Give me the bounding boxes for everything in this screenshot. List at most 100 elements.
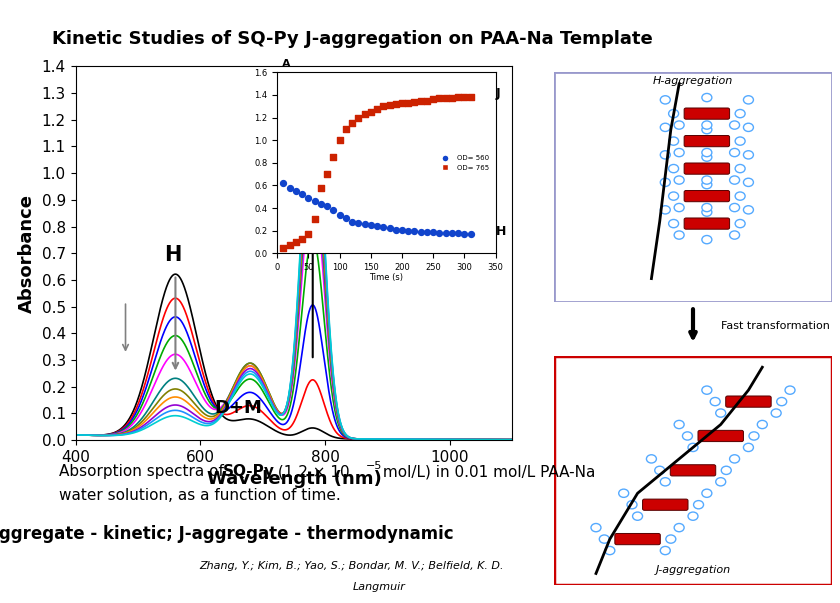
Point xyxy=(370,104,384,113)
FancyBboxPatch shape xyxy=(684,191,730,202)
Text: Langmuir: Langmuir xyxy=(353,582,406,592)
Circle shape xyxy=(722,466,732,475)
FancyBboxPatch shape xyxy=(643,499,688,510)
Circle shape xyxy=(743,178,753,186)
Point xyxy=(333,135,346,145)
Circle shape xyxy=(666,535,676,543)
Circle shape xyxy=(647,455,656,463)
Circle shape xyxy=(730,203,739,212)
Point xyxy=(296,189,309,199)
Point xyxy=(376,223,390,232)
FancyBboxPatch shape xyxy=(726,396,771,407)
Circle shape xyxy=(716,478,726,486)
Point xyxy=(402,226,415,236)
Circle shape xyxy=(660,178,670,186)
Circle shape xyxy=(702,236,711,244)
Point xyxy=(339,213,353,223)
Point xyxy=(364,107,377,117)
Point xyxy=(345,217,359,227)
Circle shape xyxy=(743,151,753,159)
Text: SQ-Py: SQ-Py xyxy=(223,464,275,479)
Point xyxy=(407,97,421,107)
Point xyxy=(339,124,353,134)
Circle shape xyxy=(716,409,726,417)
Circle shape xyxy=(599,535,609,543)
Bar xyxy=(554,72,832,302)
Circle shape xyxy=(605,546,615,555)
Point xyxy=(396,225,409,235)
Point xyxy=(402,98,415,108)
Circle shape xyxy=(669,165,679,172)
Point xyxy=(389,99,402,109)
Point xyxy=(433,93,446,103)
Point xyxy=(414,96,428,106)
Point xyxy=(308,197,322,206)
Point xyxy=(352,113,365,122)
Circle shape xyxy=(730,121,739,129)
Circle shape xyxy=(743,96,753,104)
Circle shape xyxy=(660,96,670,104)
Circle shape xyxy=(743,443,753,452)
Circle shape xyxy=(660,123,670,131)
Point xyxy=(283,183,297,192)
FancyBboxPatch shape xyxy=(684,218,730,229)
Text: −5: −5 xyxy=(365,461,381,472)
Circle shape xyxy=(675,121,684,129)
Circle shape xyxy=(771,409,781,417)
FancyBboxPatch shape xyxy=(670,465,716,476)
Circle shape xyxy=(735,137,745,145)
FancyBboxPatch shape xyxy=(684,136,730,147)
Point xyxy=(308,215,322,224)
Point xyxy=(370,221,384,231)
Circle shape xyxy=(702,386,711,394)
Text: Zhang, Y.; Kim, B.; Yao, S.; Bondar, M. V.; Belfield, K. D.: Zhang, Y.; Kim, B.; Yao, S.; Bondar, M. … xyxy=(199,561,507,571)
Text: D+M: D+M xyxy=(214,399,262,417)
Point xyxy=(439,93,453,103)
Circle shape xyxy=(702,208,711,216)
Circle shape xyxy=(669,219,679,228)
Point xyxy=(445,93,459,103)
Circle shape xyxy=(702,176,711,184)
Point xyxy=(302,193,315,203)
Point xyxy=(439,228,453,238)
FancyBboxPatch shape xyxy=(684,163,730,174)
Point xyxy=(320,169,333,179)
Circle shape xyxy=(591,523,601,532)
Point xyxy=(420,227,433,236)
Point xyxy=(383,100,396,110)
Point xyxy=(407,226,421,236)
Circle shape xyxy=(749,432,759,440)
Circle shape xyxy=(619,489,628,497)
Circle shape xyxy=(675,231,684,239)
Y-axis label: Absorbance: Absorbance xyxy=(18,194,36,313)
Text: Absorption spectra of: Absorption spectra of xyxy=(59,464,228,479)
Point xyxy=(458,229,471,239)
Circle shape xyxy=(675,203,684,212)
Circle shape xyxy=(688,512,698,520)
Circle shape xyxy=(675,148,684,157)
Point xyxy=(445,228,459,238)
Circle shape xyxy=(654,466,664,475)
Circle shape xyxy=(660,546,670,555)
X-axis label: Wavelength (nm): Wavelength (nm) xyxy=(207,470,381,488)
Circle shape xyxy=(702,489,711,497)
Text: water solution, as a function of time.: water solution, as a function of time. xyxy=(59,488,340,504)
Text: Kinetic Studies of SQ-Py J-aggregation on PAA-Na Template: Kinetic Studies of SQ-Py J-aggregation o… xyxy=(52,30,654,48)
Circle shape xyxy=(660,151,670,159)
Circle shape xyxy=(702,180,711,189)
Circle shape xyxy=(702,203,711,212)
Circle shape xyxy=(777,397,787,406)
Point xyxy=(289,186,302,196)
Point xyxy=(352,218,365,227)
Text: (1.2 × 10: (1.2 × 10 xyxy=(273,464,349,479)
Circle shape xyxy=(730,176,739,184)
Circle shape xyxy=(669,192,679,200)
Point xyxy=(320,201,333,210)
Circle shape xyxy=(758,420,767,429)
Circle shape xyxy=(730,455,739,463)
Point xyxy=(464,92,477,102)
Circle shape xyxy=(735,110,745,118)
Circle shape xyxy=(785,386,795,394)
Point xyxy=(427,95,440,104)
Text: Fast transformation: Fast transformation xyxy=(721,321,830,330)
